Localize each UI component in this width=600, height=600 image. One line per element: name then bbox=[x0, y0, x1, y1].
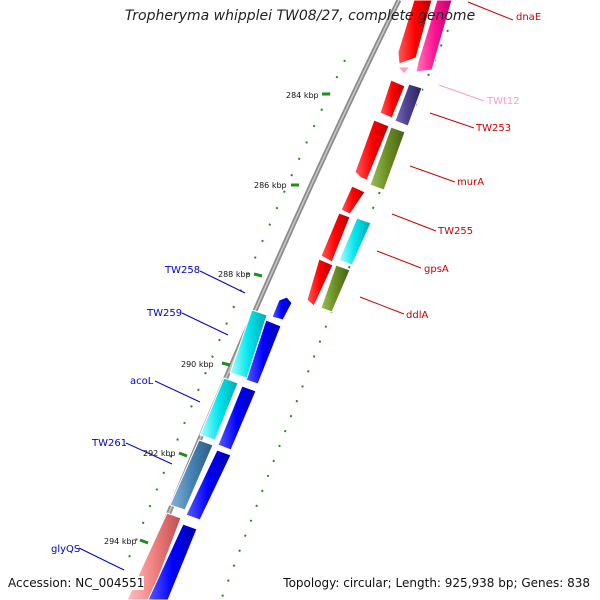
gene-label-mura[interactable]: murA bbox=[457, 177, 484, 188]
gene-twt12[interactable] bbox=[396, 66, 412, 75]
gene-glyqs-blue[interactable] bbox=[147, 523, 198, 600]
scale-labels: 284 kbp 286 kbp 288 kbp 290 kbp 292 kbp … bbox=[104, 91, 319, 546]
label-leaders-left bbox=[78, 270, 246, 571]
gene-label-tw253[interactable]: TW253 bbox=[475, 123, 511, 134]
gene-acol-cyan[interactable] bbox=[199, 377, 239, 441]
gene-dnae-magenta[interactable] bbox=[415, 0, 453, 73]
gene-tw253-purple[interactable] bbox=[394, 83, 423, 127]
gene-acol-blue[interactable] bbox=[217, 385, 257, 451]
scale-label: 294 kbp bbox=[104, 537, 137, 546]
gene-dnae[interactable] bbox=[397, 0, 433, 65]
accession-label: Accession: NC_004551 bbox=[8, 576, 145, 590]
scale-label: 286 kbp bbox=[254, 181, 287, 190]
gene-gpsa[interactable] bbox=[338, 217, 372, 266]
scale-label: 290 kbp bbox=[181, 360, 214, 369]
gene-tw255-red2[interactable] bbox=[320, 212, 351, 263]
scale-label: 292 kbp bbox=[143, 449, 176, 458]
gene-label-tw255[interactable]: TW255 bbox=[437, 226, 473, 237]
kbp-ticks bbox=[139, 92, 330, 545]
gene-label-tw259[interactable]: TW259 bbox=[146, 308, 182, 319]
scale-track-outer bbox=[220, 29, 449, 600]
gene-labels-right: dnaE TWt12 TW253 murA TW255 gpsA ddlA bbox=[406, 12, 541, 321]
gene-tw255-red[interactable] bbox=[340, 185, 366, 215]
label-leaders-right bbox=[359, 1, 514, 315]
gene-label-tw258[interactable]: TW258 bbox=[164, 265, 200, 276]
genome-backbone bbox=[130, 0, 402, 600]
gene-mura-red[interactable] bbox=[354, 119, 390, 181]
gene-ddla-olive[interactable] bbox=[320, 264, 351, 313]
gene-label-ddla[interactable]: ddlA bbox=[406, 310, 428, 321]
topology-label: Topology: circular; Length: 925,938 bp; … bbox=[283, 576, 590, 590]
genome-backbone-highlight bbox=[132, 0, 400, 600]
gene-features-right bbox=[306, 0, 453, 313]
gene-tw259-cyan[interactable] bbox=[229, 309, 268, 379]
gene-label-dnae[interactable]: dnaE bbox=[516, 12, 541, 23]
gene-label-tw261[interactable]: TW261 bbox=[91, 438, 127, 449]
scale-label: 284 kbp bbox=[286, 91, 319, 100]
gene-mura-olive[interactable] bbox=[369, 126, 406, 191]
gene-label-glyqs[interactable]: glyQS bbox=[51, 544, 80, 555]
scale-label: 288 kbp bbox=[218, 270, 251, 279]
gene-ddla-red[interactable] bbox=[306, 258, 334, 307]
gene-label-acol[interactable]: acoL bbox=[130, 376, 154, 387]
gene-tw261-steel[interactable] bbox=[169, 439, 214, 511]
gene-tw261-blue[interactable] bbox=[185, 449, 232, 521]
gene-label-gpsa[interactable]: gpsA bbox=[424, 264, 449, 275]
gene-labels-left: TW258 TW259 acoL TW261 glyQS bbox=[51, 265, 200, 555]
gene-tw258[interactable] bbox=[271, 296, 293, 321]
map-title: Tropheryma whipplei TW08/27, complete ge… bbox=[124, 8, 476, 24]
gene-label-twt12[interactable]: TWt12 bbox=[486, 96, 520, 107]
gene-tw253-red[interactable] bbox=[379, 79, 406, 119]
